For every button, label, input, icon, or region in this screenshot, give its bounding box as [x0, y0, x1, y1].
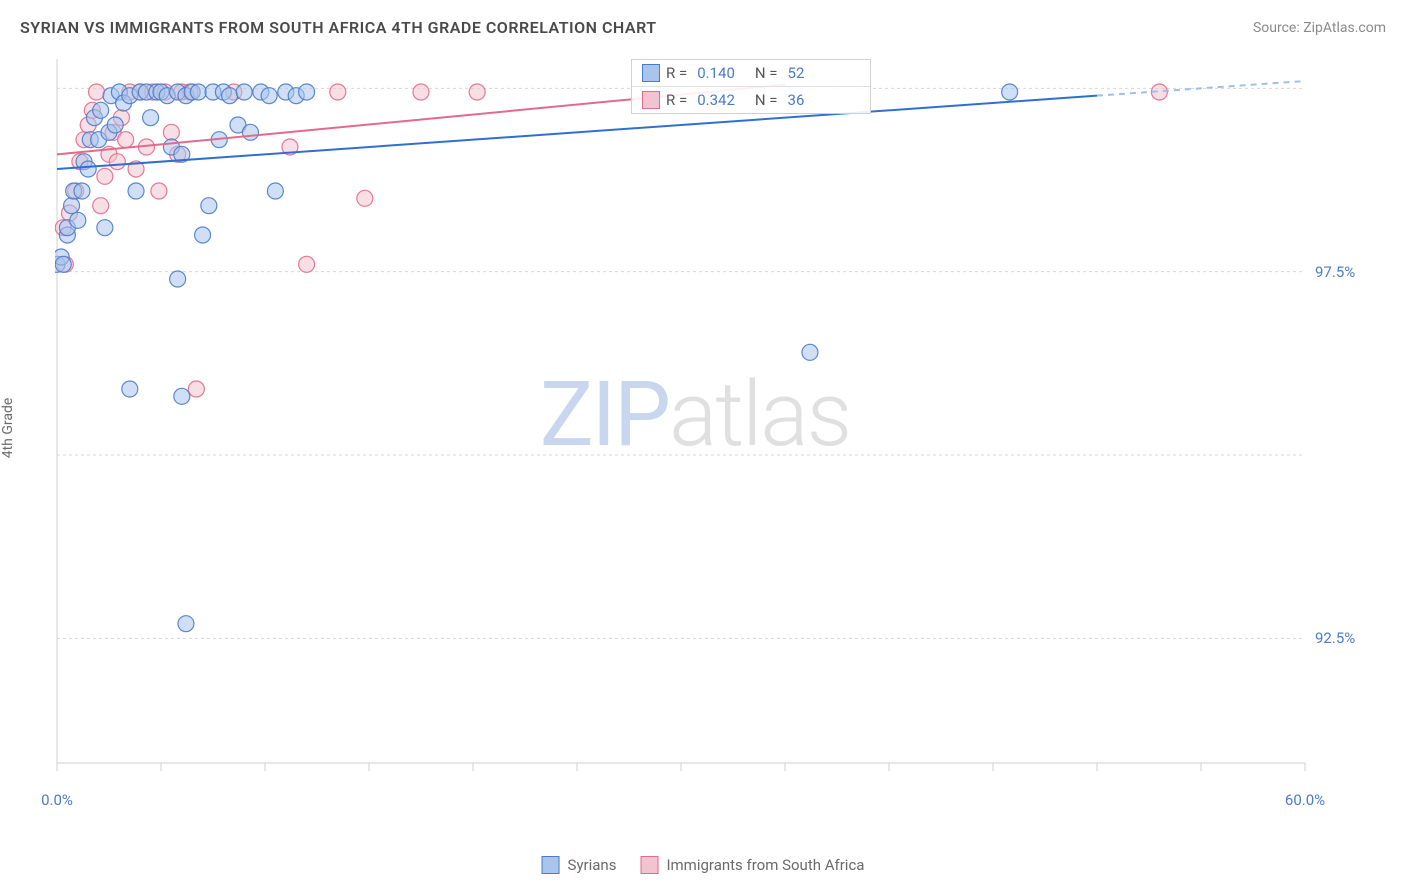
- legend-item: Syrians: [542, 856, 617, 874]
- legend-n-label: N =: [755, 64, 778, 82]
- legend-label: Immigrants from South Africa: [666, 856, 864, 874]
- chart-source: Source: ZipAtlas.com: [1253, 20, 1386, 36]
- correlation-legend-row: R = 0.140 N = 52: [632, 60, 870, 86]
- x-tick-label: 60.0%: [1285, 791, 1325, 809]
- legend-r-label: R =: [666, 64, 687, 82]
- chart-svg: [55, 55, 1335, 795]
- x-tick-label: 0.0%: [41, 791, 73, 809]
- correlation-legend-row: R = 0.342 N = 36: [632, 86, 870, 113]
- chart-title: SYRIAN VS IMMIGRANTS FROM SOUTH AFRICA 4…: [20, 18, 657, 37]
- correlation-legend-box: R = 0.140 N = 52 R = 0.342 N = 36: [631, 59, 871, 114]
- legend-swatch: [642, 64, 660, 82]
- legend-n-value: 52: [788, 64, 805, 82]
- legend-swatch: [640, 856, 658, 874]
- y-axis-label: 4th Grade: [0, 398, 16, 459]
- chart-header: SYRIAN VS IMMIGRANTS FROM SOUTH AFRICA 4…: [20, 18, 1386, 37]
- legend-r-value: 0.140: [697, 64, 735, 82]
- y-tick-label: 97.5%: [1315, 263, 1355, 281]
- legend-item: Immigrants from South Africa: [640, 856, 864, 874]
- legend-label: Syrians: [568, 856, 617, 874]
- chart-plot-area: ZIPatlas 92.5%97.5% 0.0%60.0% R =0.140N …: [55, 55, 1335, 795]
- legend-n-label: N =: [755, 91, 778, 109]
- y-tick-label: 92.5%: [1315, 629, 1355, 647]
- legend-r-label: R =: [666, 91, 687, 109]
- legend-swatch: [542, 856, 560, 874]
- series-legend: Syrians Immigrants from South Africa: [542, 856, 865, 874]
- legend-swatch: [642, 91, 660, 109]
- legend-r-value: 0.342: [697, 91, 735, 109]
- legend-n-value: 36: [788, 91, 805, 109]
